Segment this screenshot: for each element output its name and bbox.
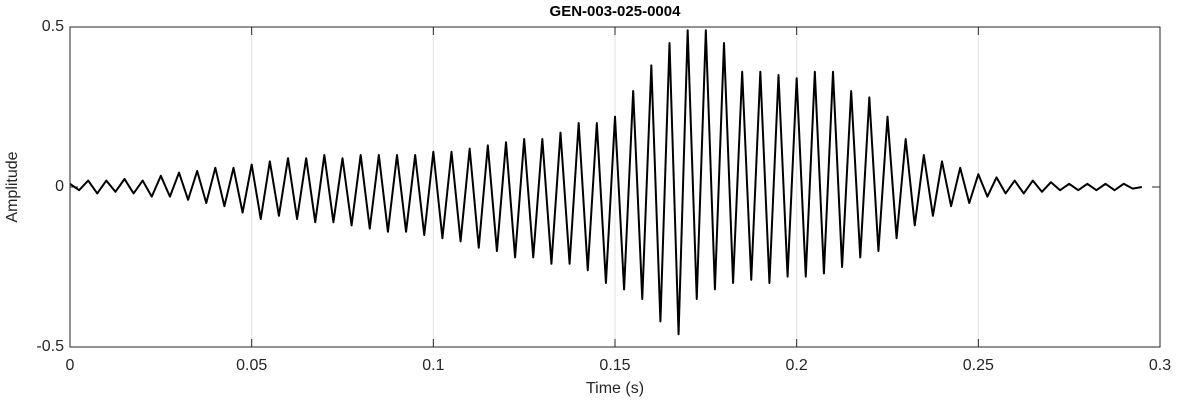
y-tick-label: -0.5 xyxy=(36,338,64,355)
y-axis-label: Amplitude xyxy=(4,151,21,222)
x-tick-label: 0.05 xyxy=(236,357,267,374)
y-tick-label: 0.5 xyxy=(42,18,64,35)
x-tick-label: 0.1 xyxy=(422,357,444,374)
waveform-line xyxy=(69,29,1143,336)
x-tick-label: 0.3 xyxy=(1149,357,1171,374)
axes-box xyxy=(69,26,1161,348)
y-tick-label: 0 xyxy=(55,178,64,195)
x-tick-label: 0.15 xyxy=(599,357,630,374)
x-tick-label: 0 xyxy=(66,357,75,374)
chart-title: GEN-003-025-0004 xyxy=(550,3,682,20)
x-axis-label: Time (s) xyxy=(586,380,644,397)
x-tick-label: 0.25 xyxy=(963,357,994,374)
x-tick-label: 0.2 xyxy=(786,357,808,374)
